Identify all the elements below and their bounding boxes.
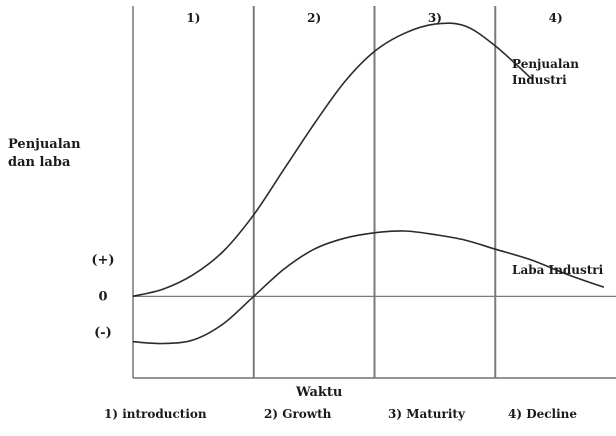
stage-bottom-label-2: 2) Growth [264, 407, 332, 421]
x-axis-title: Waktu [296, 385, 343, 400]
series-penjualan-industri-line [132, 22, 533, 298]
series-laba-industri-label-line-1: Laba Industri [512, 263, 604, 277]
stage-top-label-2: 2) [307, 11, 321, 25]
series-penjualan-industri-label-line-1: Penjualan [512, 57, 579, 71]
stage-bottom-label-1: 1) introduction [104, 407, 207, 421]
stage-top-label-4: 4) [549, 11, 563, 25]
y-axis-title-line-2: dan laba [8, 155, 71, 170]
y-tick-label-2: 0 [98, 289, 107, 304]
stage-bottom-label-4: 4) Decline [508, 407, 577, 421]
stage-top-label-1: 1) [186, 11, 200, 25]
y-tick-label-1: (+) [91, 253, 114, 268]
y-axis-title: Penjualan dan laba [8, 136, 81, 172]
stage-top-label-3: 3) [428, 11, 442, 25]
stage-bottom-label-3: 3) Maturity [388, 407, 466, 421]
series-penjualan-industri-label-line-2: Industri [512, 73, 567, 87]
series-laba-industri-line [132, 230, 605, 345]
y-axis-title-line-1: Penjualan [8, 137, 81, 152]
y-tick-label-3: (-) [94, 326, 112, 341]
